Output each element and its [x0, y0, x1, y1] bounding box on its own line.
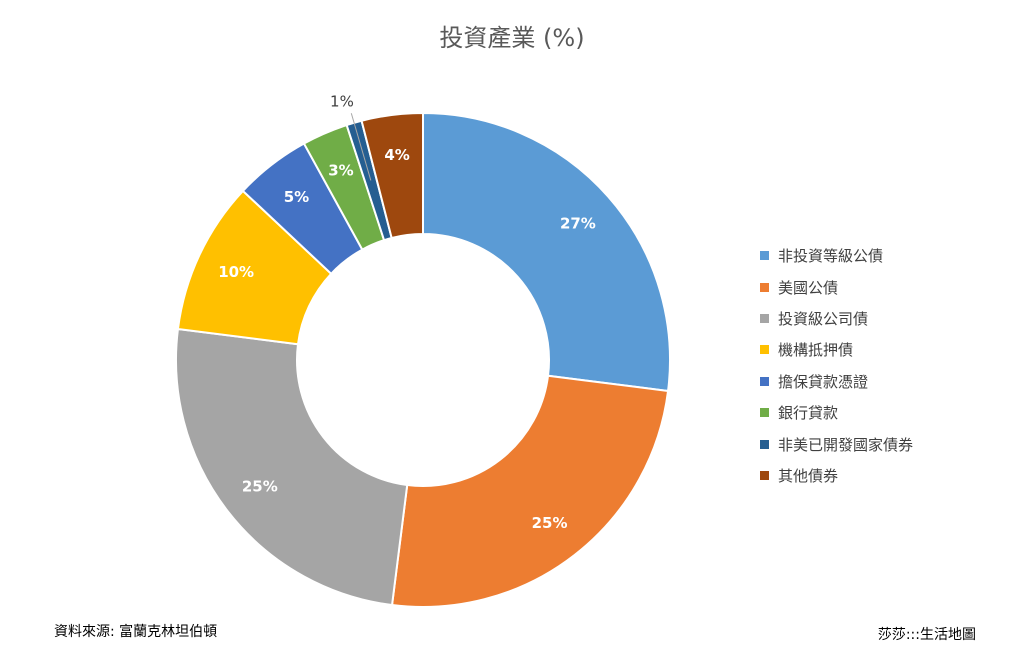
slice-label-3: 25% — [242, 478, 278, 496]
source-note: 資料來源: 富蘭克林坦伯頓 — [54, 624, 218, 640]
slice-label-7: 1% — [330, 93, 354, 111]
slice-label-4: 10% — [218, 263, 254, 281]
chart-title: 投資產業 (%) — [439, 24, 585, 52]
legend-swatch — [760, 408, 769, 418]
credit-note: 莎莎:::生活地圖 — [877, 627, 976, 643]
donut-slice-2 — [390, 374, 670, 608]
legend-item-3: 投資級公司債 — [760, 303, 913, 334]
legend-swatch — [760, 313, 769, 323]
donut-slice-1 — [422, 111, 671, 393]
legend-swatch — [760, 345, 769, 355]
legend-label: 機構抵押債 — [778, 341, 854, 360]
leader-line-7 — [350, 113, 372, 181]
legend-item-8: 其他債券 — [760, 460, 913, 491]
legend-label: 其他債券 — [778, 466, 839, 485]
slice-label-2: 25% — [532, 514, 568, 532]
donut-slice-8 — [360, 111, 424, 240]
slice-label-8: 4% — [384, 146, 409, 164]
legend-item-1: 非投資等級公債 — [760, 240, 913, 271]
legend-label: 美國公債 — [778, 278, 839, 297]
legend-swatch — [760, 376, 769, 386]
slice-label-6: 3% — [328, 161, 353, 179]
legend-label: 擔保貸款憑證 — [778, 372, 869, 391]
legend-swatch — [760, 439, 769, 449]
slice-label-1: 27% — [560, 214, 596, 232]
chart-legend: 非投資等級公債 美國公債投資級公司債 機構抵押債擔保貸款憑證 銀行貸款非美已開發國家債… — [760, 240, 913, 491]
legend-item-2: 美國公債 — [760, 271, 913, 302]
legend-item-6: 銀行貸款 — [760, 397, 913, 428]
legend-item-7: 非美已開發國家債券 — [760, 428, 913, 459]
legend-item-4: 機構抵押債 — [760, 334, 913, 365]
legend-label: 非美已開發國家債券 — [778, 435, 914, 454]
donut-slice-3 — [175, 327, 409, 607]
legend-label: 非投資等級公債 — [778, 247, 884, 266]
legend-item-5: 擔保貸款憑證 — [760, 366, 913, 397]
legend-label: 投資級公司債 — [778, 309, 869, 328]
legend-swatch — [760, 470, 769, 480]
legend-swatch — [760, 282, 769, 292]
slice-label-5: 5% — [284, 188, 309, 206]
legend-swatch — [760, 251, 769, 261]
legend-label: 銀行貸款 — [778, 404, 839, 423]
